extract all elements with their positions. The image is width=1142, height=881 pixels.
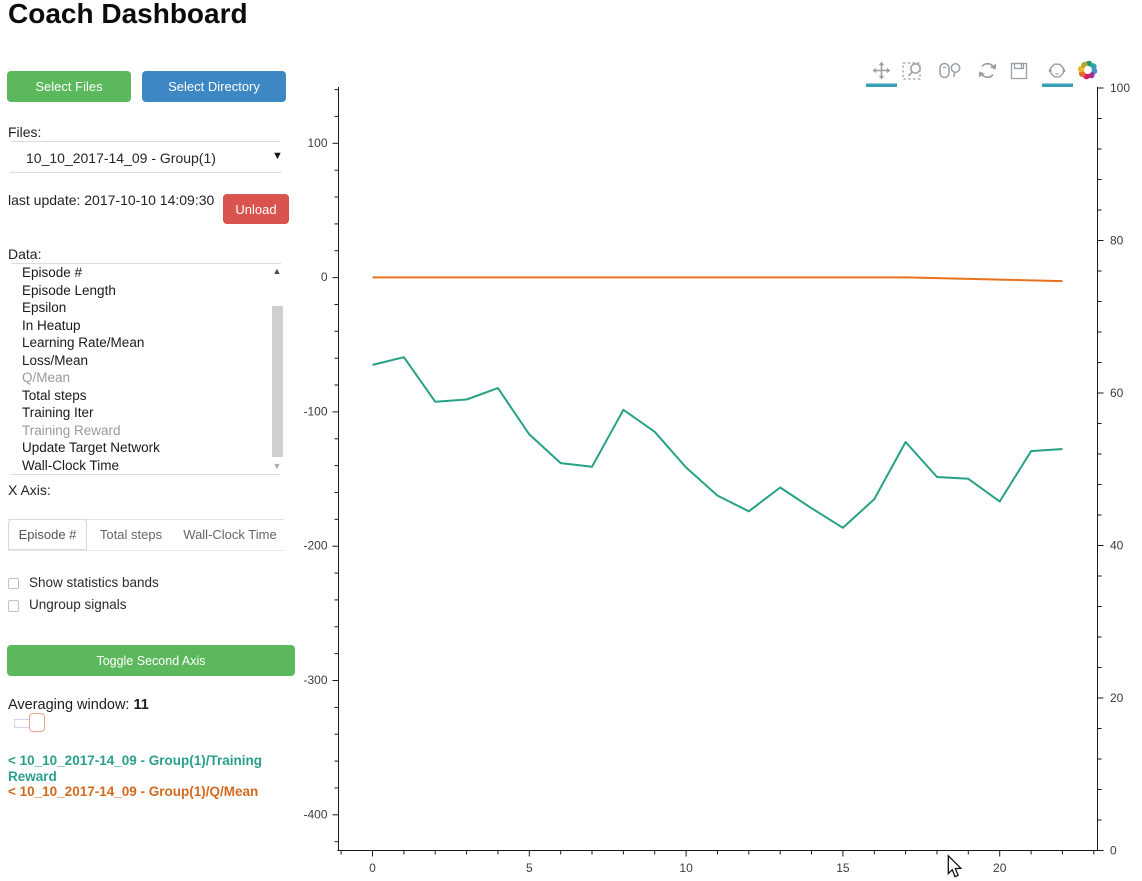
svg-text:-100: -100 — [303, 404, 327, 418]
svg-text:80: 80 — [1110, 234, 1124, 248]
svg-text:10: 10 — [679, 861, 693, 875]
svg-text:20: 20 — [993, 861, 1007, 875]
svg-text:-200: -200 — [303, 539, 327, 553]
svg-text:0: 0 — [1110, 844, 1117, 858]
svg-text:15: 15 — [836, 861, 850, 875]
svg-text:0: 0 — [369, 861, 376, 875]
svg-text:5: 5 — [526, 861, 533, 875]
svg-text:20: 20 — [1110, 691, 1124, 705]
svg-text:40: 40 — [1110, 539, 1124, 553]
svg-text:-400: -400 — [303, 807, 327, 821]
svg-text:0: 0 — [321, 270, 328, 284]
svg-text:-300: -300 — [303, 673, 327, 687]
svg-text:60: 60 — [1110, 386, 1124, 400]
svg-text:100: 100 — [307, 136, 327, 150]
svg-text:100: 100 — [1110, 81, 1130, 95]
